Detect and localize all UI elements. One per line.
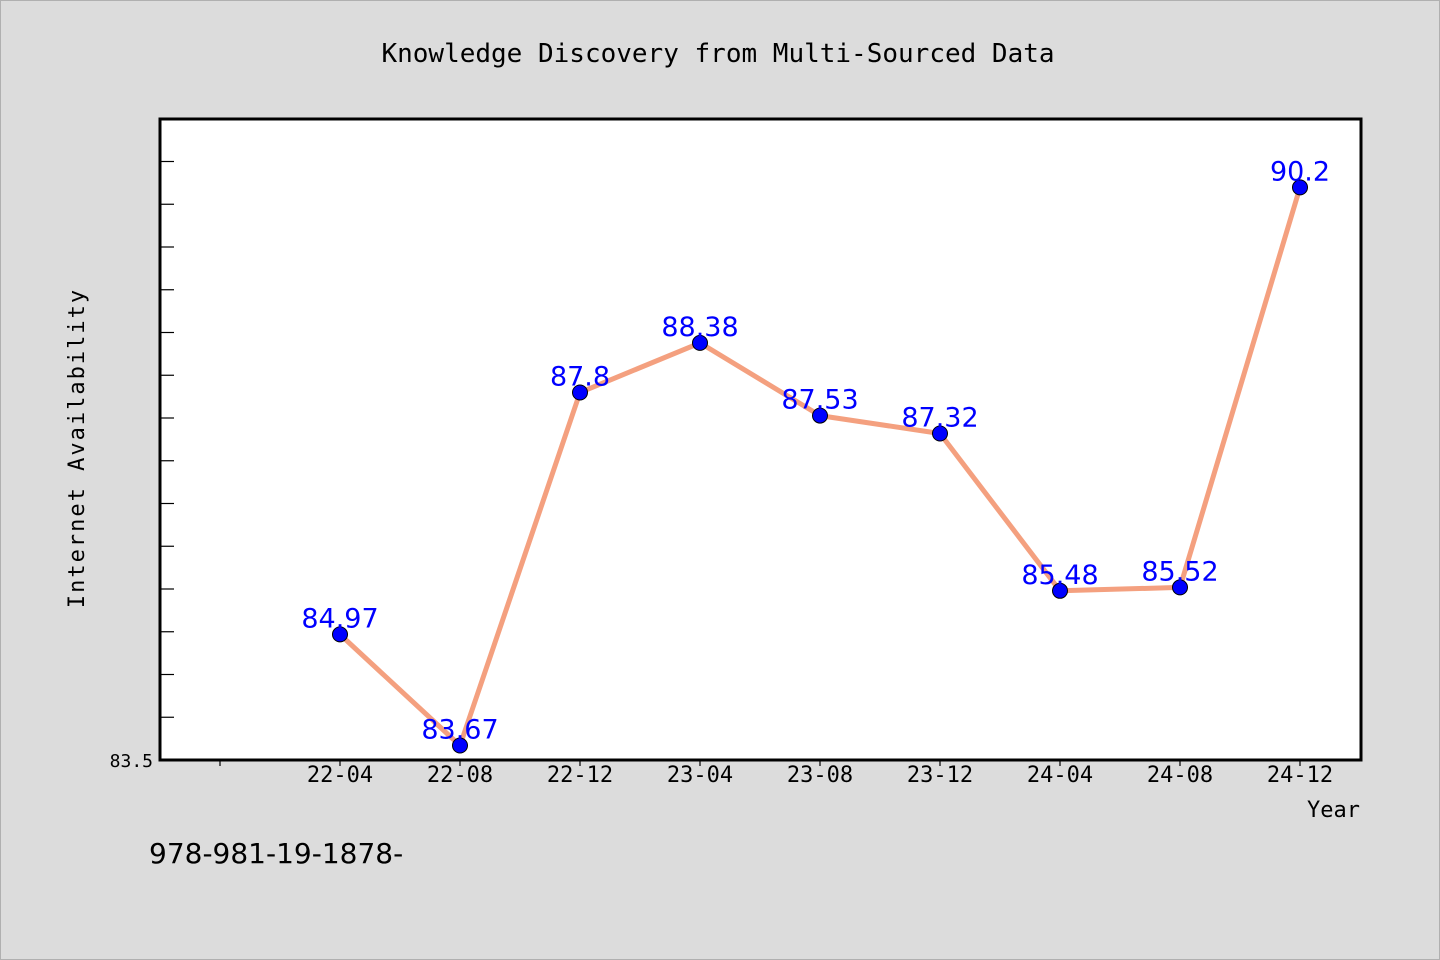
data-point xyxy=(692,334,708,351)
chart-title: Knowledge Discovery from Multi-Sourced D… xyxy=(381,39,1054,69)
data-label: 84.97 xyxy=(301,603,378,634)
data-label: 90.2 xyxy=(1270,156,1330,187)
data-label: 87.53 xyxy=(781,385,858,416)
data-markers xyxy=(332,179,1308,754)
data-label: 87.8 xyxy=(550,362,610,393)
data-point xyxy=(452,737,468,754)
data-point xyxy=(1172,579,1188,596)
x-tick-label: 23-08 xyxy=(787,763,853,788)
x-tick-label: 22-12 xyxy=(547,763,613,788)
data-label: 85.52 xyxy=(1141,556,1218,587)
x-tick-label: 22-08 xyxy=(427,763,493,788)
data-point xyxy=(812,407,828,424)
data-label: 85.48 xyxy=(1021,560,1098,591)
x-tick-label: 24-08 xyxy=(1147,763,1213,788)
y-axis-label: Internet Availability xyxy=(65,288,90,608)
x-tick-labels: 22-04 22-08 22-12 23-04 23-08 23-12 24-04 24-08… xyxy=(307,763,1333,788)
x-tick-label: 24-12 xyxy=(1267,763,1333,788)
data-label: 83.67 xyxy=(421,715,498,746)
data-point xyxy=(572,384,588,401)
x-axis-ticks xyxy=(219,760,1301,766)
footer-code-text: 978-981-19-1878- xyxy=(149,837,403,870)
x-tick-label: 22-04 xyxy=(307,763,373,788)
x-tick-label: 23-12 xyxy=(907,763,973,788)
plot-area xyxy=(158,117,1363,762)
data-labels: 84.97 83.67 87.8 88.38 87.53 87.32 85.48 85.52 9… xyxy=(301,156,1330,745)
x-tick-label: 23-04 xyxy=(667,763,733,788)
data-point xyxy=(932,425,948,442)
y-tick-label: 83.5 xyxy=(110,751,153,772)
data-label: 88.38 xyxy=(661,312,738,343)
data-point xyxy=(1052,582,1068,599)
y-axis-ticks xyxy=(160,160,174,718)
data-point xyxy=(1292,179,1308,196)
x-tick-label: 24-04 xyxy=(1027,763,1093,788)
data-point xyxy=(332,626,348,643)
data-label: 87.32 xyxy=(901,403,978,434)
x-axis-label: Year xyxy=(1307,798,1360,823)
